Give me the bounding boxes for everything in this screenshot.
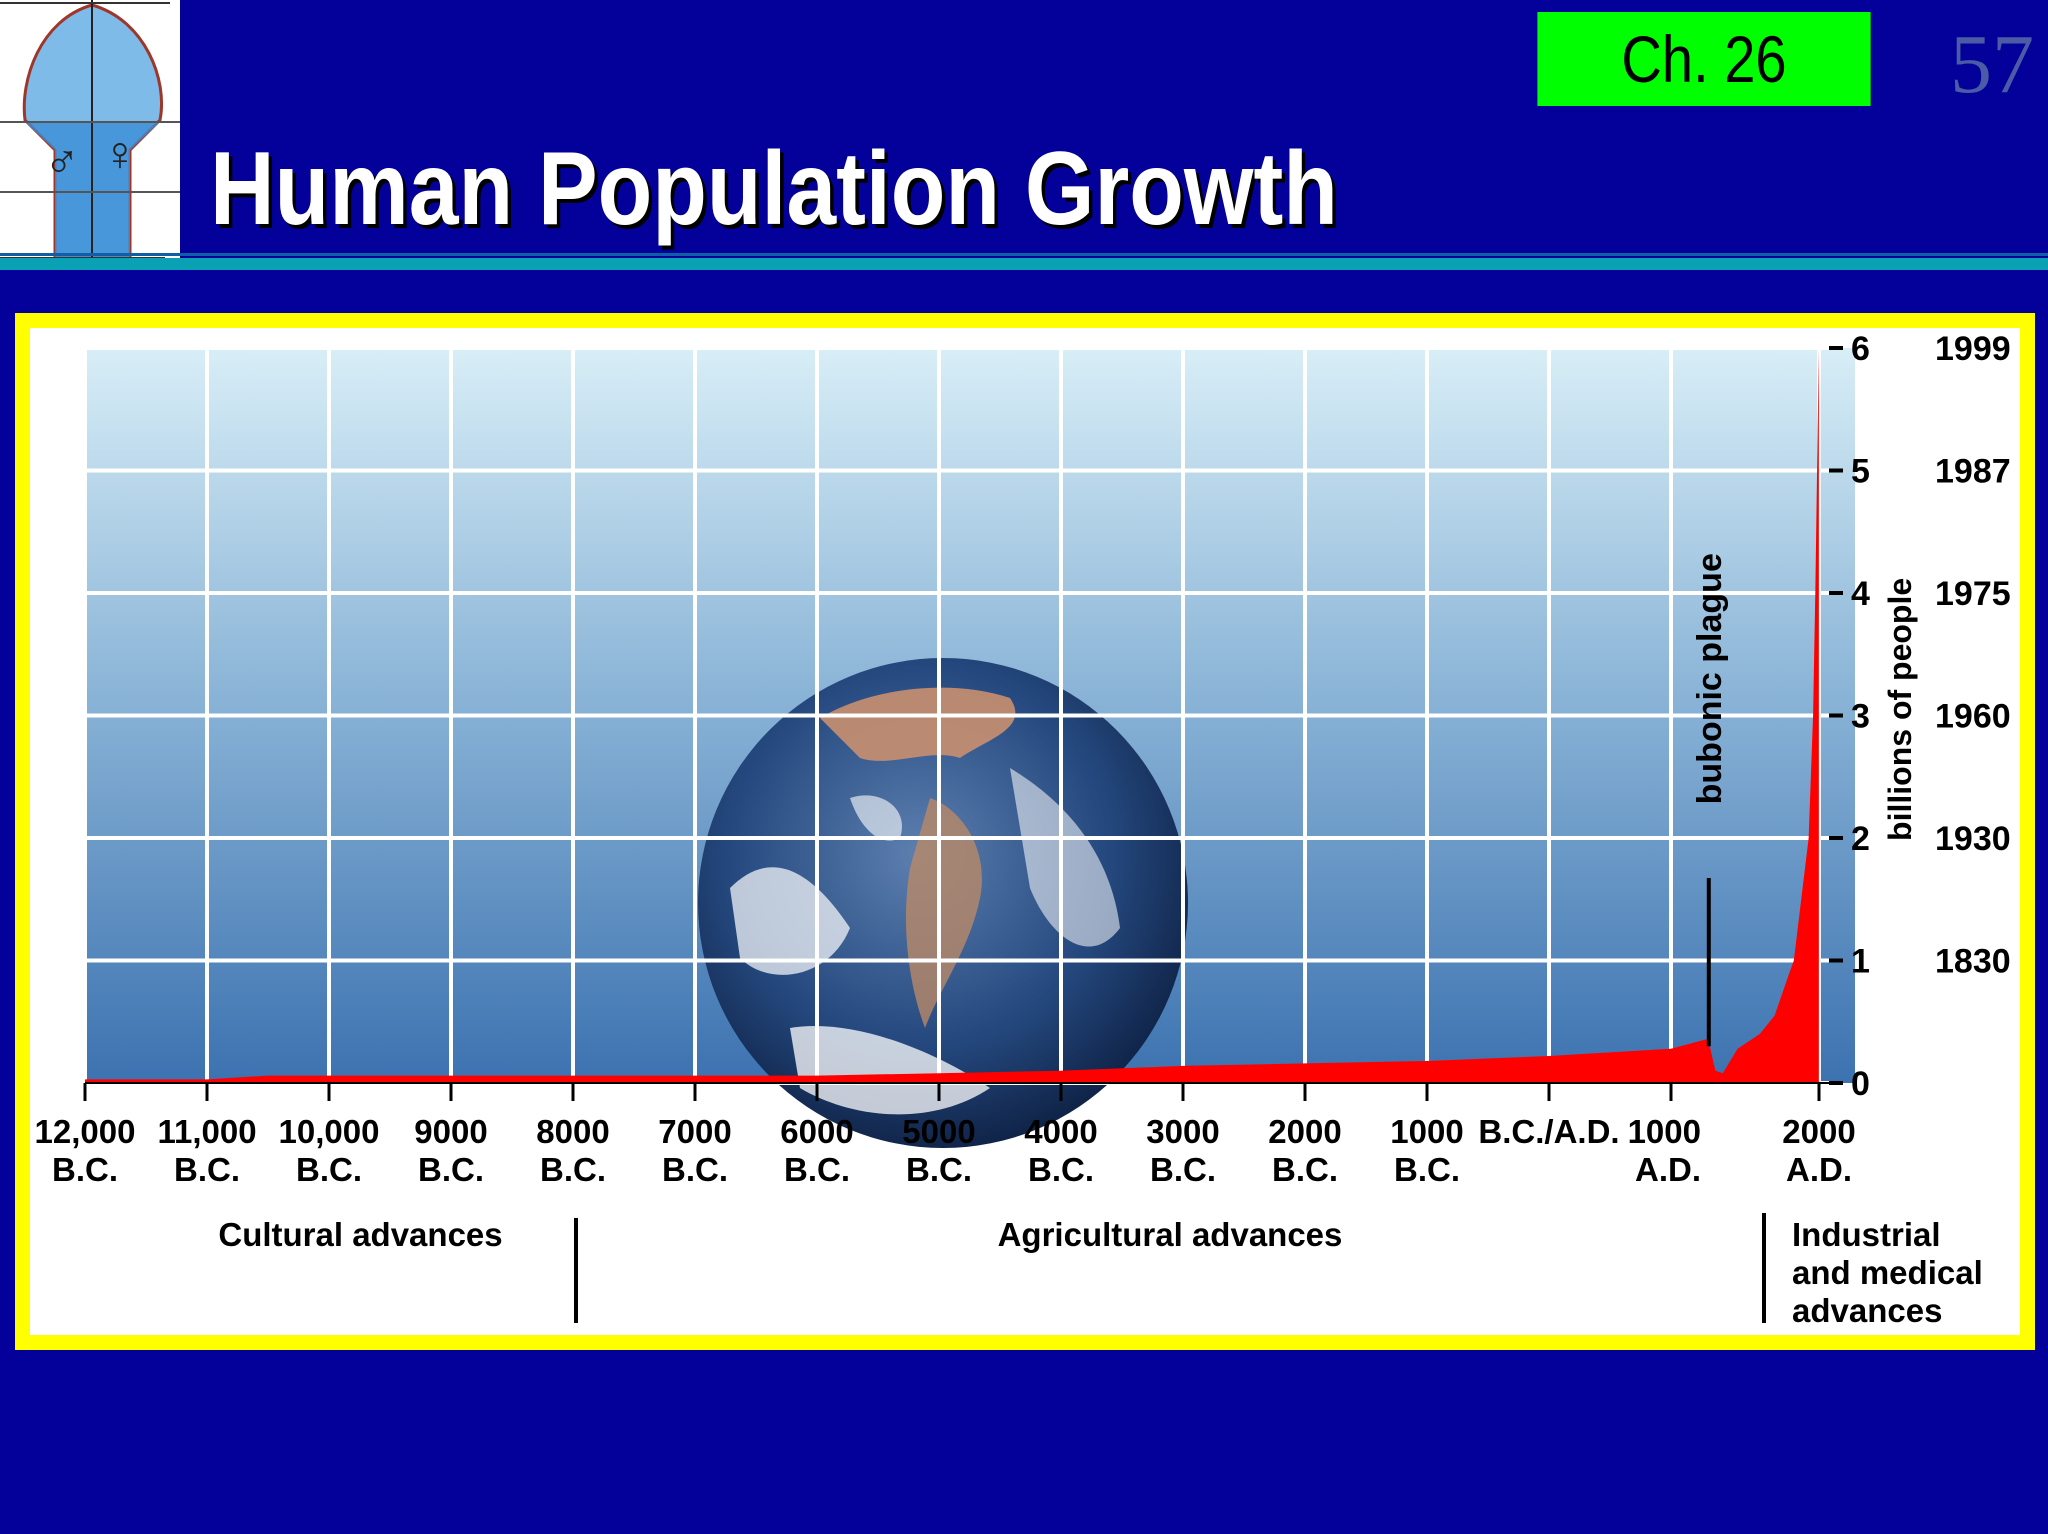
x-tick-label-10: 2000 [1268, 1113, 1341, 1150]
era-cultural-label: Cultural advances [218, 1216, 502, 1253]
x-axis: 12,000B.C.11,000B.C.10,000B.C.9000B.C.80… [35, 1082, 1856, 1188]
x-tick-label-0: 12,000 [35, 1113, 136, 1150]
x-tick-label-2: 10,000 [279, 1113, 380, 1150]
era-labels: Cultural advances Agricultural advances In… [218, 1213, 1983, 1329]
era-industrial-label-1: and medical [1792, 1254, 1983, 1291]
y-tick-label-4: 4 [1851, 575, 1870, 613]
y-year-label-6: 1999 [1935, 330, 2011, 368]
y-tick-label-6: 6 [1851, 330, 1870, 368]
population-chart: 12,000B.C.11,000B.C.10,000B.C.9000B.C.80… [35, 330, 2011, 1329]
x-tick-label-9: 3000 [1146, 1113, 1219, 1150]
x-tick-label-12: B.C./A.D. [1478, 1113, 1619, 1150]
chapter-badge: Ch. 26 [1537, 12, 1871, 106]
x-tick-sublabel-3: B.C. [418, 1151, 484, 1188]
x-tick-label-11: 1000 [1390, 1113, 1463, 1150]
title-underline [0, 258, 2048, 270]
x-tick-sublabel-7: B.C. [906, 1151, 972, 1188]
x-tick-sublabel-4: B.C. [540, 1151, 606, 1188]
male-symbol-icon: ♂ [44, 136, 80, 189]
plague-label: bubonic plague [1691, 553, 1729, 804]
y-axis-title: billions of people [1882, 578, 1918, 841]
era-agricultural-label: Agricultural advances [998, 1216, 1343, 1253]
x-tick-label-3: 9000 [414, 1113, 487, 1150]
chapter-label: Ch. 26 [1621, 22, 1787, 96]
x-tick-label-5: 7000 [658, 1113, 731, 1150]
x-tick-sublabel-1: B.C. [174, 1151, 240, 1188]
era-industrial-label-0: Industrial [1792, 1216, 1941, 1253]
x-tick-label-7: 5000 [902, 1113, 975, 1150]
y-year-label-5: 1987 [1935, 453, 2011, 491]
x-tick-label-4: 8000 [536, 1113, 609, 1150]
x-tick-label-13: 1000 [1628, 1113, 1701, 1150]
y-tick-label-2: 2 [1851, 820, 1870, 858]
slide-title: Human Population Growth [210, 131, 1338, 247]
x-tick-sublabel-10: B.C. [1272, 1151, 1338, 1188]
y-year-label-4: 1975 [1935, 575, 2011, 613]
x-tick-sublabel-9: B.C. [1150, 1151, 1216, 1188]
y-year-label-1: 1830 [1935, 943, 2011, 981]
x-tick-sublabel-0: B.C. [52, 1151, 118, 1188]
era-industrial-label-2: advances [1792, 1292, 1942, 1329]
x-tick-label-6: 6000 [780, 1113, 853, 1150]
anatomy-logo: ♂ ♀ [0, 0, 180, 262]
x-tick-sublabel-11: B.C. [1394, 1151, 1460, 1188]
x-tick-sublabel-8: B.C. [1028, 1151, 1094, 1188]
y-tick-label-0: 0 [1851, 1065, 1870, 1103]
y-year-label-2: 1930 [1935, 820, 2011, 858]
slide-number: 57 [1950, 18, 2034, 111]
y-year-label-3: 1960 [1935, 698, 2011, 736]
y-axis: 0 1 1830 2 1930 3 1960 4 1975 5 1987 6 1999 [1829, 330, 2011, 1103]
x-tick-sublabel-5: B.C. [662, 1151, 728, 1188]
x-tick-label-8: 4000 [1024, 1113, 1097, 1150]
y-tick-label-5: 5 [1851, 453, 1870, 491]
x-tick-sublabel-2: B.C. [296, 1151, 362, 1188]
chart-panel: 12,000 B.C. 11,000 B.C. 10,000 B.C. 9000 B.C. 80… [30, 328, 2020, 1335]
y-tick-label-1: 1 [1851, 943, 1870, 981]
x-tick-label-1: 11,000 [157, 1113, 256, 1150]
x-tick-label-14: 2000 [1782, 1113, 1855, 1150]
earth-image [698, 658, 1188, 1148]
x-tick-sublabel-13: A.D. [1635, 1151, 1701, 1188]
title-underline-dark [0, 253, 2048, 256]
y-tick-label-3: 3 [1851, 698, 1870, 736]
x-tick-sublabel-6: B.C. [784, 1151, 850, 1188]
x-tick-sublabel-14: A.D. [1786, 1151, 1852, 1188]
female-symbol-icon: ♀ [102, 128, 138, 181]
grid-lines [83, 346, 1829, 1085]
